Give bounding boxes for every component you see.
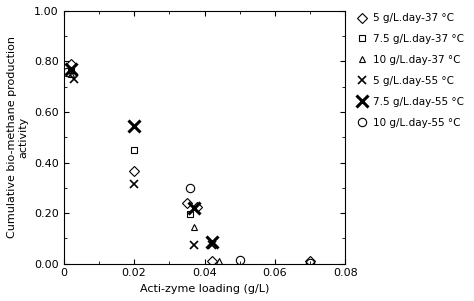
- Legend: 5 g/L.day-37 °C, 7.5 g/L.day-37 °C, 10 g/L.day-37 °C, 5 g/L.day-55 °C, 7.5 g/L.d: 5 g/L.day-37 °C, 7.5 g/L.day-37 °C, 10 g…: [353, 11, 466, 130]
- Y-axis label: Cumulative bio-methane production
activity: Cumulative bio-methane production activi…: [7, 36, 28, 238]
- X-axis label: Acti-zyme loading (g/L): Acti-zyme loading (g/L): [140, 284, 269, 294]
